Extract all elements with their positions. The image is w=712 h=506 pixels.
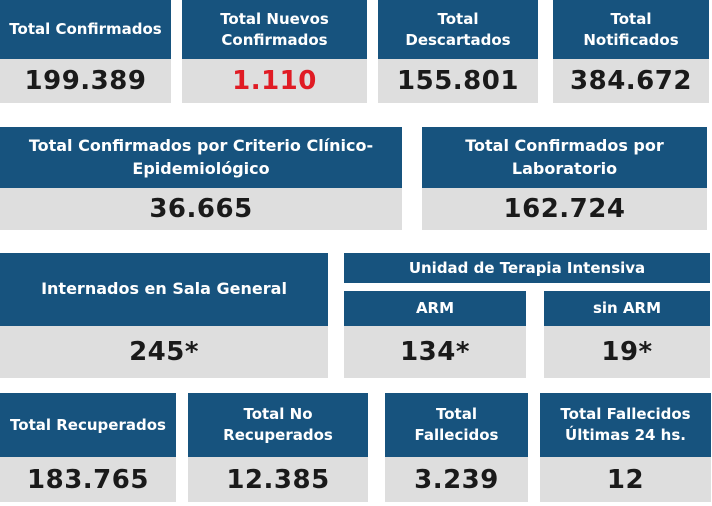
stat-label-total-recuperados: Total Recuperados: [0, 393, 176, 457]
stat-value-confirmados-criterio-clinico: 36.665: [0, 188, 402, 230]
stat-card-total-nuevos-confirmados: Total Nuevos Confirmados 1.110: [182, 0, 367, 103]
stat-card-confirmados-laboratorio: Total Confirmados por Laboratorio 162.72…: [422, 127, 707, 230]
stat-card-confirmados-criterio-clinico: Total Confirmados por Criterio Clínico-E…: [0, 127, 402, 230]
stat-label-total-confirmados: Total Confirmados: [0, 0, 171, 59]
stat-label-fallecidos-ultimas-24hs: Total Fallecidos Últimas 24 hs.: [540, 393, 711, 457]
stat-value-uti-arm: 134*: [344, 326, 526, 378]
stat-label-uti-sin-arm: sin ARM: [544, 291, 710, 326]
stat-value-fallecidos-ultimas-24hs: 12: [540, 457, 711, 502]
stat-value-total-no-recuperados: 12.385: [188, 457, 368, 502]
stat-value-total-nuevos-confirmados: 1.110: [182, 59, 367, 103]
stat-label-internados-sala-general: Internados en Sala General: [0, 253, 328, 326]
stat-value-total-recuperados: 183.765: [0, 457, 176, 502]
stat-card-uti-arm: ARM 134*: [344, 291, 526, 378]
stat-card-total-no-recuperados: Total No Recuperados 12.385: [188, 393, 368, 502]
stat-label-total-no-recuperados: Total No Recuperados: [188, 393, 368, 457]
stat-value-internados-sala-general: 245*: [0, 326, 328, 378]
stat-value-total-confirmados: 199.389: [0, 59, 171, 103]
stat-label-uti-arm: ARM: [344, 291, 526, 326]
stat-value-total-notificados: 384.672: [553, 59, 709, 103]
stat-value-confirmados-laboratorio: 162.724: [422, 188, 707, 230]
stat-card-internados-sala-general: Internados en Sala General 245*: [0, 253, 328, 378]
stat-label-total-fallecidos: Total Fallecidos: [385, 393, 528, 457]
stat-card-total-fallecidos: Total Fallecidos 3.239: [385, 393, 528, 502]
stat-card-uti-sin-arm: sin ARM 19*: [544, 291, 710, 378]
stat-label-confirmados-laboratorio: Total Confirmados por Laboratorio: [422, 127, 707, 188]
stat-value-total-descartados: 155.801: [378, 59, 538, 103]
stat-label-total-nuevos-confirmados: Total Nuevos Confirmados: [182, 0, 367, 59]
stat-label-total-notificados: Total Notificados: [553, 0, 709, 59]
stat-card-total-notificados: Total Notificados 384.672: [553, 0, 709, 103]
stat-card-total-recuperados: Total Recuperados 183.765: [0, 393, 176, 502]
stat-card-fallecidos-ultimas-24hs: Total Fallecidos Últimas 24 hs. 12: [540, 393, 711, 502]
stat-label-confirmados-criterio-clinico: Total Confirmados por Criterio Clínico-E…: [0, 127, 402, 188]
stat-value-uti-sin-arm: 19*: [544, 326, 710, 378]
stat-card-total-descartados: Total Descartados 155.801: [378, 0, 538, 103]
stat-card-total-confirmados: Total Confirmados 199.389: [0, 0, 171, 103]
stat-label-total-descartados: Total Descartados: [378, 0, 538, 59]
stat-value-total-fallecidos: 3.239: [385, 457, 528, 502]
uti-group-header: Unidad de Terapia Intensiva: [344, 253, 710, 283]
